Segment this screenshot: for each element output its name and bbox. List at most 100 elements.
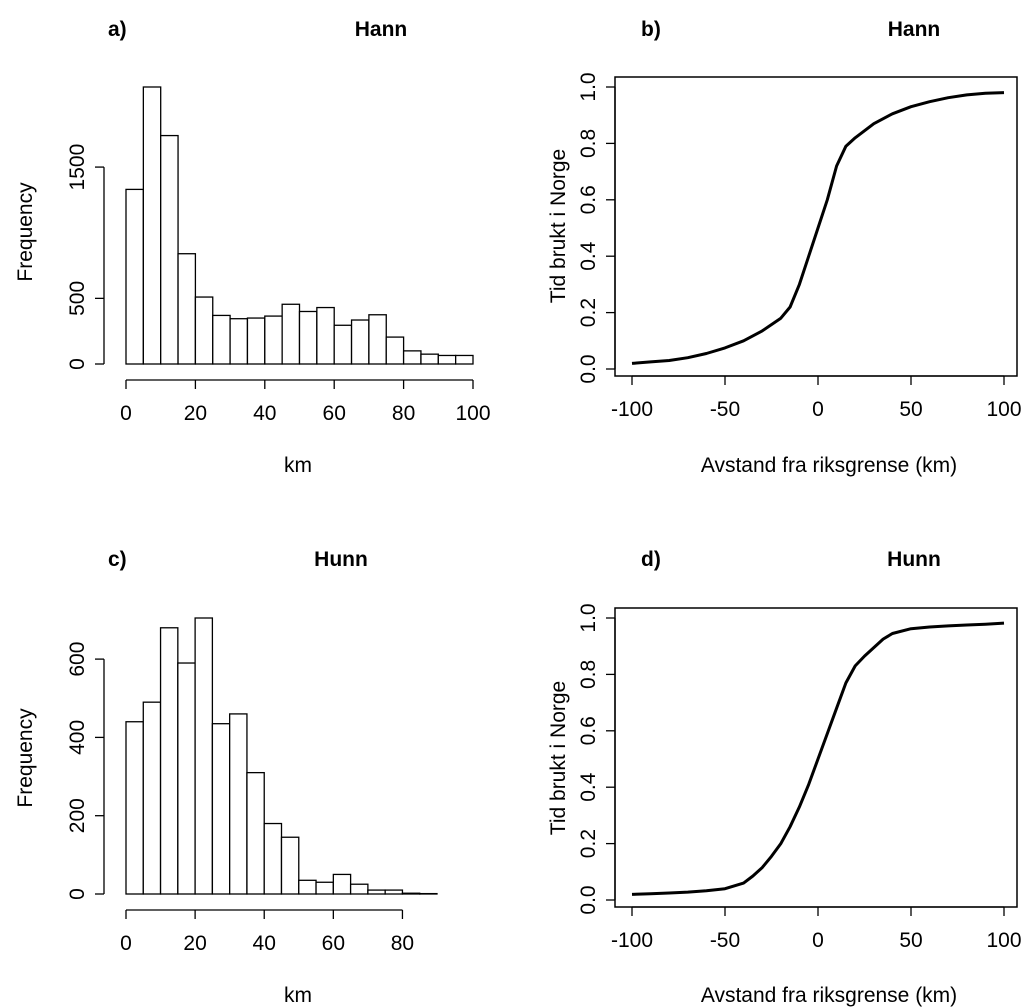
panel-a-xlabel: km bbox=[284, 454, 312, 477]
panel-a-bar bbox=[246, 317, 266, 365]
panel-c-bar bbox=[125, 721, 144, 895]
panel-b-x-tick-label: 50 bbox=[899, 398, 922, 421]
panel-d-tag: d) bbox=[641, 548, 661, 571]
panel-d-axes: -100 -50 0 50 100 0.0 0.2 0.4 0.6 0.8 1.0 bbox=[577, 603, 1022, 952]
panel-b-y-tick-label: 0.0 bbox=[577, 354, 600, 383]
panel-a-bar bbox=[316, 306, 335, 365]
panel-c-bar bbox=[401, 892, 421, 895]
panel-a-bar bbox=[177, 253, 197, 365]
panel-a-bars bbox=[125, 86, 474, 365]
panel-d-y-tick-label: 0.4 bbox=[577, 772, 600, 802]
panel-d-y-tick-label: 0.6 bbox=[577, 716, 600, 745]
panel-d-y-tick-label: 0.2 bbox=[577, 829, 600, 858]
panel-c-bar bbox=[367, 889, 386, 895]
panel-d: d) Hunn Avstand fra riksgrense (km) Tid … bbox=[547, 548, 1022, 1007]
panel-c-axes: 0 20 40 60 80 0 200 400 600 bbox=[66, 642, 414, 955]
panel-b-y-tick-label: 0.4 bbox=[577, 241, 600, 271]
panel-a-y-tick-label: 0 bbox=[66, 358, 89, 370]
panel-c-tag: c) bbox=[108, 548, 127, 571]
panel-a-tag: a) bbox=[108, 18, 127, 41]
panel-c-xlabel: km bbox=[284, 984, 312, 1007]
panel-a-bar bbox=[454, 354, 474, 365]
panel-b-y-tick-label: 1.0 bbox=[577, 72, 600, 101]
panel-c-bar bbox=[332, 873, 352, 895]
panel-c-x-tick-label: 20 bbox=[183, 932, 206, 955]
panel-d-x-tick-label: 0 bbox=[812, 929, 824, 952]
panel-a-bar bbox=[420, 353, 439, 365]
panel-a-x-tick-label: 20 bbox=[184, 402, 207, 425]
panel-c-ylabel: Frequency bbox=[14, 708, 37, 808]
panel-b-curve bbox=[631, 91, 1005, 365]
panel-b-axes: -100 -50 0 50 100 0.0 0.2 0.4 0.6 0.8 1.0 bbox=[577, 72, 1022, 421]
panel-d-ylabel: Tid brukt i Norge bbox=[547, 681, 570, 835]
panel-c-bar bbox=[229, 713, 248, 895]
panel-c-bar bbox=[194, 617, 214, 895]
panel-d-curve bbox=[631, 621, 1005, 896]
panel-c-bar bbox=[315, 881, 334, 895]
panel-c-bars bbox=[125, 617, 438, 895]
panel-c-bar bbox=[159, 627, 179, 895]
panel-c-bar bbox=[280, 836, 300, 895]
panel-c-bar bbox=[142, 701, 162, 895]
panel-d-y-tick-label: 0.0 bbox=[577, 885, 600, 914]
panel-c-x-tick-label: 60 bbox=[322, 932, 345, 955]
panel-a-bar bbox=[160, 134, 179, 365]
panel-a: a) Hann km Frequency 0 20 40 60 80 100 0 500 150… bbox=[14, 18, 491, 477]
panel-a-ylabel: Frequency bbox=[14, 182, 37, 282]
panel-c-y-tick-label: 200 bbox=[66, 798, 89, 833]
panel-a-bar bbox=[350, 319, 370, 365]
panel-c-x-tick-label: 0 bbox=[120, 932, 132, 955]
panel-a-bar bbox=[437, 354, 457, 365]
panel-c-x-tick-label: 40 bbox=[253, 932, 276, 955]
panel-b-x-tick-label: 0 bbox=[812, 398, 824, 421]
panel-d-series-line bbox=[631, 621, 1005, 896]
panel-a-title: Hann bbox=[355, 18, 408, 41]
panel-c: c) Hunn km Frequency 0 20 40 60 80 0 200 400 600 bbox=[14, 548, 438, 1007]
panel-a-bar bbox=[212, 314, 231, 365]
panel-b-tag: b) bbox=[641, 18, 661, 41]
panel-a-x-tick-label: 100 bbox=[455, 402, 490, 425]
panel-b-xlabel: Avstand fra riksgrense (km) bbox=[701, 454, 957, 477]
panel-d-xlabel: Avstand fra riksgrense (km) bbox=[701, 984, 957, 1007]
panel-c-bar bbox=[211, 723, 231, 895]
panel-a-bar bbox=[385, 336, 405, 365]
panel-a-x-tick-label: 60 bbox=[323, 402, 346, 425]
panel-d-x-tick-label: 50 bbox=[899, 929, 922, 952]
panel-b-ylabel: Tid brukt i Norge bbox=[547, 149, 570, 303]
panel-c-bar bbox=[349, 883, 369, 895]
panel-a-bar bbox=[194, 296, 214, 365]
panel-a-y-tick-label: 500 bbox=[66, 281, 89, 316]
panel-a-bar bbox=[368, 314, 387, 365]
panel-b-x-tick-label: -50 bbox=[710, 398, 740, 421]
panel-b-y-tick-label: 0.2 bbox=[577, 298, 600, 327]
panel-d-x-tick-label: 100 bbox=[986, 929, 1021, 952]
panel-a-x-tick-label: 0 bbox=[120, 402, 132, 425]
panel-d-y-tick-label: 0.8 bbox=[577, 660, 600, 689]
panel-a-bar bbox=[264, 315, 283, 365]
panel-b-title: Hann bbox=[888, 18, 941, 41]
panel-c-bar bbox=[384, 889, 404, 895]
panel-d-y-tick-label: 1.0 bbox=[577, 603, 600, 632]
panel-a-bar bbox=[142, 86, 162, 365]
panel-a-bar bbox=[229, 318, 249, 365]
panel-d-x-tick-label: -100 bbox=[611, 929, 653, 952]
panel-a-y-tick-label: 1500 bbox=[66, 144, 89, 191]
panel-c-bar bbox=[177, 662, 196, 895]
panel-a-bar bbox=[125, 188, 145, 365]
panel-d-x-tick-label: -50 bbox=[710, 929, 740, 952]
panel-c-y-tick-label: 0 bbox=[66, 888, 89, 900]
panel-b-series-line bbox=[631, 91, 1005, 365]
panel-a-x-tick-label: 80 bbox=[392, 402, 415, 425]
panel-a-bar bbox=[333, 324, 353, 365]
panel-c-x-tick-label: 80 bbox=[391, 932, 414, 955]
panel-b-plot-box bbox=[614, 76, 1018, 377]
panel-a-x-tick-label: 40 bbox=[253, 402, 276, 425]
panel-a-axes: 0 20 40 60 80 100 0 500 1500 bbox=[66, 144, 491, 425]
panel-a-bar bbox=[298, 310, 318, 365]
panel-b-x-tick-label: 100 bbox=[986, 398, 1021, 421]
panel-b: b) Hann Avstand fra riksgrense (km) Tid … bbox=[547, 18, 1022, 477]
panel-c-bar bbox=[263, 822, 283, 895]
panel-b-x-tick-label: -100 bbox=[611, 398, 653, 421]
panel-b-y-tick-label: 0.6 bbox=[577, 185, 600, 214]
